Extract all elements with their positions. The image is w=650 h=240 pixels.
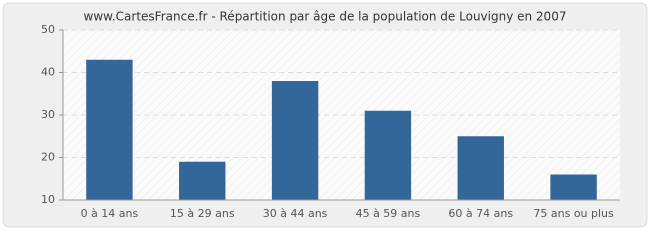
x-tick-label: 0 à 14 ans xyxy=(81,207,139,220)
bar xyxy=(179,161,226,200)
x-tick-label: 45 à 59 ans xyxy=(356,207,421,220)
y-tick-label: 40 xyxy=(41,66,55,79)
bar xyxy=(271,81,319,200)
bar xyxy=(86,59,133,200)
bar xyxy=(364,110,412,200)
y-tick-label: 20 xyxy=(41,151,55,164)
x-tick-label: 60 à 74 ans xyxy=(448,207,513,220)
y-tick-label: 50 xyxy=(41,23,55,36)
x-tick-label: 30 à 44 ans xyxy=(263,207,328,220)
bar xyxy=(457,136,504,200)
x-tick-label: 75 ans ou plus xyxy=(533,207,614,220)
x-tick-label: 15 à 29 ans xyxy=(170,207,235,220)
chart: www.CartesFrance.fr - Répartition par âg… xyxy=(2,2,648,228)
bar xyxy=(550,174,597,200)
y-tick-label: 10 xyxy=(41,193,55,206)
chart-title: www.CartesFrance.fr - Répartition par âg… xyxy=(84,10,567,24)
y-tick-label: 30 xyxy=(41,108,55,121)
